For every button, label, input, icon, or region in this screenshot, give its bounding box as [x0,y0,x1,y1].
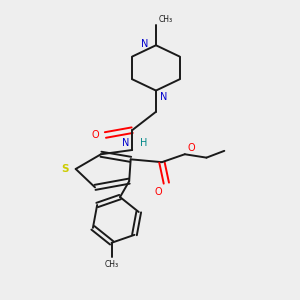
Text: CH₃: CH₃ [159,15,173,24]
Text: N: N [141,39,148,49]
Text: N: N [160,92,167,102]
Text: O: O [92,130,100,140]
Text: S: S [62,164,69,174]
Text: O: O [154,187,162,196]
Text: O: O [187,143,195,153]
Text: N: N [122,138,130,148]
Text: H: H [140,138,147,148]
Text: CH₃: CH₃ [104,260,118,269]
